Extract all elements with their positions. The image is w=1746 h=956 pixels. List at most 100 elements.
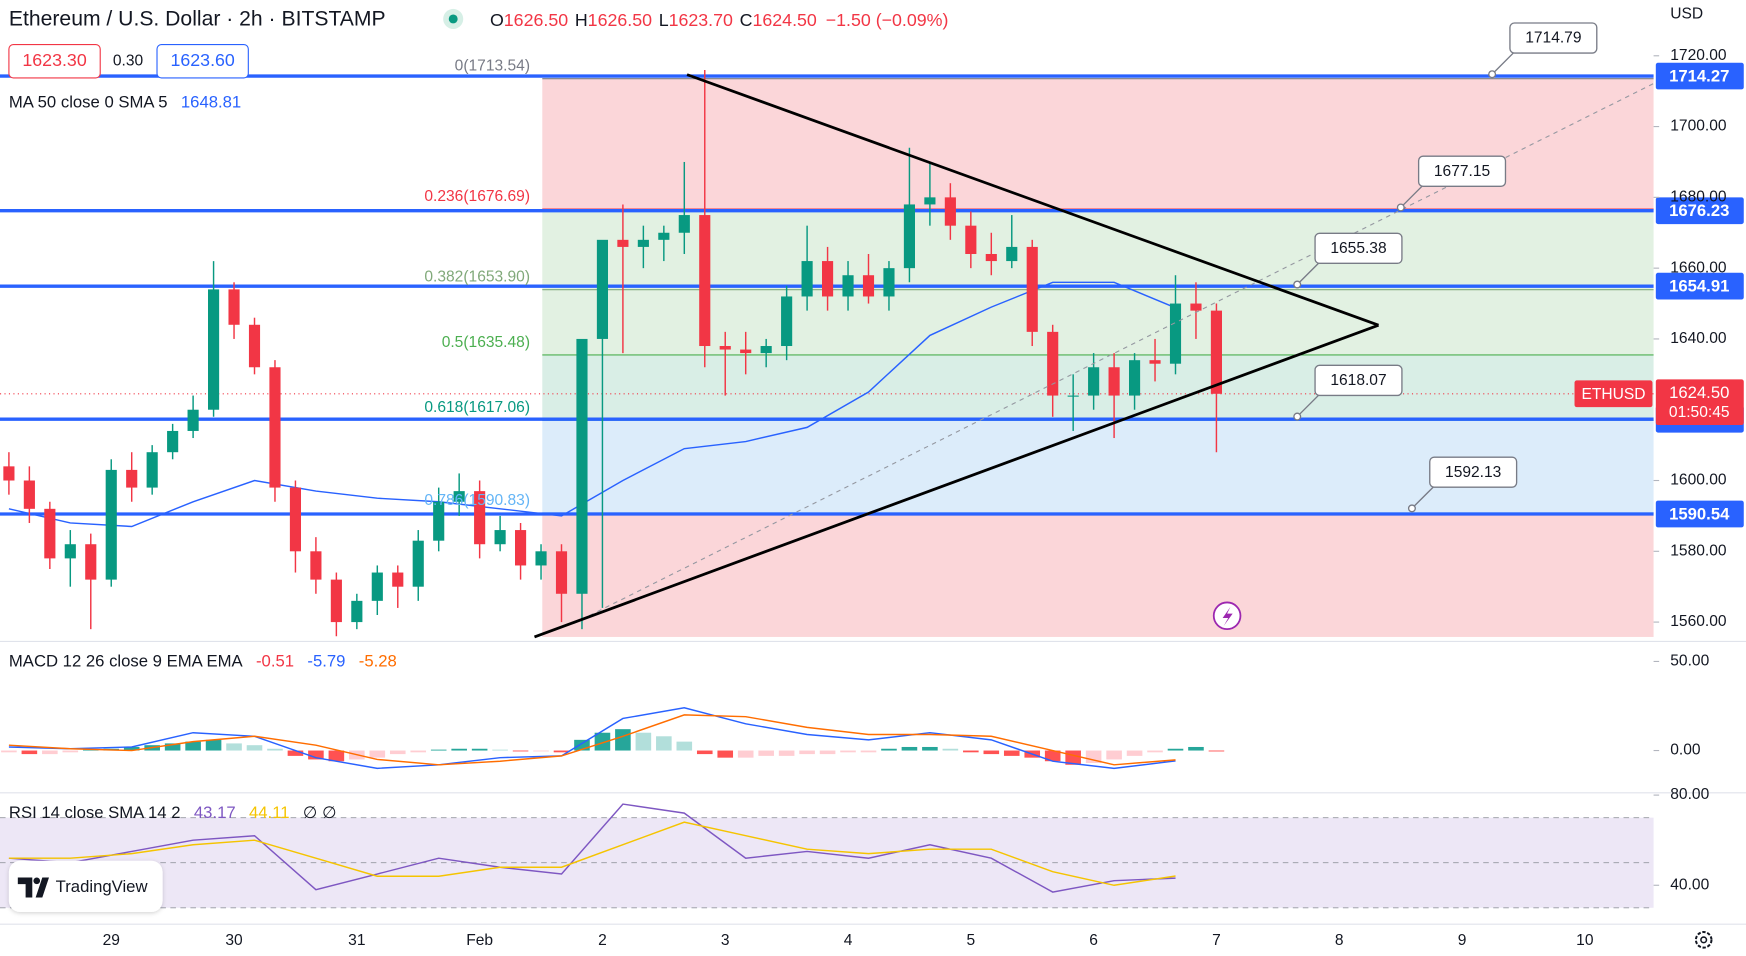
macd-histogram-bar	[62, 750, 79, 753]
x-tick-label: 31	[348, 932, 365, 949]
triangle-upper-line	[686, 73, 1380, 327]
triangle-lower-line	[534, 323, 1380, 639]
x-tick-label: 7	[1212, 932, 1221, 949]
candle-body	[1190, 303, 1202, 311]
y-tick-label: 1700.00	[1670, 118, 1727, 135]
settings-icon[interactable]	[1694, 931, 1713, 949]
macd-histogram-bar	[615, 729, 631, 751]
candle-body	[126, 469, 138, 488]
candle-body	[3, 466, 15, 481]
candle-body	[44, 508, 56, 559]
candle-body	[944, 197, 956, 226]
candle-body	[105, 469, 117, 580]
legend-value: 43.17	[194, 803, 236, 822]
candle-body	[678, 215, 690, 233]
legend-value: -0.51	[256, 652, 294, 671]
macd-histogram-bar	[42, 750, 58, 755]
macd-histogram-bar	[1044, 750, 1061, 762]
ohlc-change: −1.50 (−0.09%)	[826, 10, 949, 30]
candle-body	[658, 232, 670, 240]
y-tick-label: 1640.00	[1670, 330, 1727, 347]
macd-histogram-bar	[123, 746, 140, 751]
candle-body	[392, 572, 404, 587]
candle-body	[515, 530, 527, 566]
ohlc-key: L	[659, 10, 669, 30]
ohlc-value: 1623.70	[669, 10, 733, 30]
x-tick-label: Feb	[466, 932, 493, 949]
spread: 0.30	[113, 52, 144, 69]
legend-title: MA 50 close 0 SMA 5	[9, 93, 168, 112]
last-price-box	[1655, 379, 1744, 425]
legend-title: RSI 14 close SMA 14 2	[9, 803, 181, 822]
macd-histogram-bar	[963, 750, 979, 753]
candle-body	[64, 544, 76, 559]
candle-body	[801, 261, 813, 297]
legend-value: -5.28	[359, 652, 397, 671]
drawings	[534, 73, 1654, 639]
candle-body	[596, 239, 609, 339]
candle-body	[248, 324, 261, 368]
candle-body	[985, 253, 997, 262]
callout-label: 1714.79	[1525, 30, 1581, 47]
x-tick-label: 8	[1335, 932, 1344, 949]
candle-body	[1210, 310, 1222, 394]
callout-anchor	[1407, 504, 1416, 513]
x-tick-label: 10	[1576, 932, 1594, 949]
candle-body	[146, 452, 158, 488]
y-tick-label: 1600.00	[1670, 472, 1727, 489]
callout-anchor	[1488, 70, 1497, 79]
candle-body	[1026, 246, 1038, 332]
ohlc-values: O1626.50 H1626.50 L1623.70 C1624.50 −1.50 (−…	[490, 10, 948, 30]
macd-histogram-bar	[185, 741, 201, 751]
data-layer	[0, 69, 1654, 893]
candle-body	[23, 480, 35, 509]
candle-body	[576, 338, 588, 594]
last-price-label: 1624.50	[1669, 383, 1729, 402]
callout-box[interactable]	[1314, 232, 1403, 265]
candle-body	[699, 215, 711, 347]
ohlc-key: H	[575, 10, 588, 30]
callout-leader	[1491, 51, 1515, 75]
x-tick-label: 5	[966, 932, 975, 949]
callout-leader	[1296, 393, 1320, 418]
countdown-label: 01:50:45	[1669, 404, 1730, 421]
candle-body	[924, 197, 936, 205]
macd-histogram-bar	[471, 748, 488, 751]
x-tick-label: 29	[103, 932, 120, 949]
ask-price: 1623.60	[170, 50, 234, 70]
sell-button[interactable]	[8, 44, 101, 79]
callout-label: 1618.07	[1330, 372, 1386, 389]
branding-badge[interactable]	[8, 860, 163, 912]
macd-histogram-bar	[901, 746, 918, 751]
macd-histogram-bar	[21, 750, 38, 755]
callout-box[interactable]	[1314, 364, 1403, 397]
macd-histogram-bar	[430, 749, 447, 751]
macd-histogram-bar	[287, 750, 304, 756]
callout-box[interactable]	[1417, 155, 1507, 187]
fib-zone	[542, 289, 1654, 355]
y-tick-label: 50.00	[1670, 653, 1709, 670]
candle-body	[822, 261, 834, 297]
fib-zone	[542, 512, 1654, 637]
indicator-legend: MA 50 close 0 SMA 5 1648.81	[9, 93, 241, 112]
x-tick-label: 30	[225, 932, 243, 949]
currency-label[interactable]: USD	[1670, 6, 1703, 23]
buy-button[interactable]	[156, 44, 249, 79]
candle-body	[494, 530, 506, 545]
macd-histogram-bar	[533, 750, 549, 752]
macd-histogram-bar	[1208, 750, 1225, 752]
macd-histogram-bar	[328, 750, 345, 762]
legend-extra: ∅ ∅	[303, 803, 337, 822]
candle-body	[330, 579, 342, 623]
y-tick-label: 0.00	[1670, 742, 1701, 759]
macd-histogram-bar	[267, 748, 283, 751]
macd-histogram-bar	[942, 748, 959, 751]
callout-box[interactable]	[1509, 22, 1598, 54]
macd-histogram-bar	[164, 743, 181, 751]
callout-box[interactable]	[1429, 456, 1518, 488]
candle-body	[965, 225, 977, 254]
macd-histogram-bar	[840, 750, 856, 753]
macd-histogram-bar	[696, 750, 713, 755]
